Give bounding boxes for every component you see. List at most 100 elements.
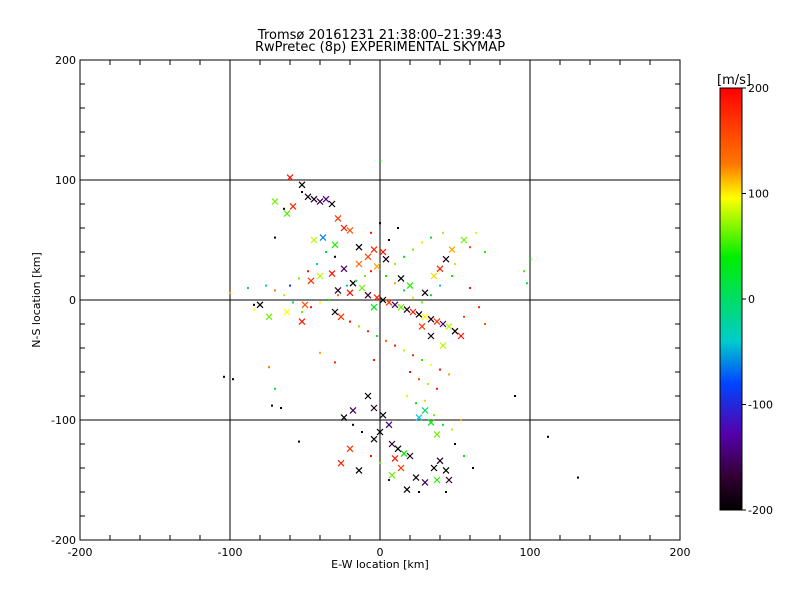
y-tick-label: 0 xyxy=(69,294,76,307)
dot-marker xyxy=(577,476,579,479)
dot-marker xyxy=(430,363,432,366)
cross-marker xyxy=(418,322,426,330)
cross-marker xyxy=(307,277,315,285)
cross-marker xyxy=(283,308,291,316)
dot-marker xyxy=(430,294,432,297)
dot-marker xyxy=(373,359,375,361)
dot-marker xyxy=(514,395,516,397)
dot-marker xyxy=(385,275,387,277)
dot-marker xyxy=(529,258,531,261)
dot-marker xyxy=(370,455,372,457)
dot-marker xyxy=(319,351,321,354)
dot-marker xyxy=(349,320,351,323)
cross-marker xyxy=(421,313,429,321)
cross-marker xyxy=(271,198,279,206)
dot-marker xyxy=(421,301,423,304)
cross-marker xyxy=(379,296,387,304)
cross-marker xyxy=(430,272,438,280)
cross-marker xyxy=(388,440,396,448)
dot-marker xyxy=(229,291,231,294)
cross-marker xyxy=(445,322,453,330)
dot-marker xyxy=(370,270,372,273)
x-tick-label: 100 xyxy=(520,546,541,559)
dot-marker xyxy=(394,263,396,265)
dot-marker xyxy=(469,287,471,289)
data-markers xyxy=(223,159,579,494)
dot-marker xyxy=(334,361,336,364)
cross-marker xyxy=(442,255,450,263)
cross-marker xyxy=(460,236,468,244)
cross-marker xyxy=(397,303,405,311)
cross-marker xyxy=(298,318,306,326)
cross-marker xyxy=(370,246,378,254)
cross-marker xyxy=(331,241,339,249)
dot-marker xyxy=(442,231,444,234)
colorbar: [m/s] 200 100 0 -100 -200 xyxy=(717,73,773,517)
dot-marker xyxy=(301,311,303,313)
cross-marker xyxy=(427,418,435,426)
dot-marker xyxy=(409,371,411,373)
dot-marker xyxy=(418,491,420,493)
dot-marker xyxy=(367,330,369,333)
dot-marker xyxy=(328,299,330,301)
cross-marker xyxy=(385,421,393,429)
dot-marker xyxy=(412,354,414,357)
cross-marker xyxy=(370,404,378,412)
dot-marker xyxy=(439,284,441,287)
dot-marker xyxy=(253,308,255,311)
cross-marker xyxy=(310,236,318,244)
y-axis-label: N-S location [km] xyxy=(30,252,43,348)
cross-marker xyxy=(442,466,450,474)
dot-marker xyxy=(439,368,441,371)
dot-marker xyxy=(298,277,300,280)
cross-marker xyxy=(349,406,357,414)
dot-marker xyxy=(451,275,453,277)
x-tick-label: 200 xyxy=(670,546,691,559)
cross-marker xyxy=(403,306,411,314)
cross-marker xyxy=(340,414,348,422)
colorbar-label: [m/s] xyxy=(717,73,751,88)
cross-marker xyxy=(385,298,393,306)
cross-marker xyxy=(433,430,441,438)
x-tick-label: -100 xyxy=(218,546,243,559)
cross-marker xyxy=(400,450,408,458)
dot-marker xyxy=(454,263,456,265)
dot-marker xyxy=(274,289,276,292)
cross-marker xyxy=(358,284,366,292)
cross-marker xyxy=(334,286,342,294)
cross-marker xyxy=(430,464,438,472)
dot-marker xyxy=(436,387,438,390)
cross-marker xyxy=(346,289,354,297)
cross-marker xyxy=(379,411,387,419)
cross-marker xyxy=(439,342,447,350)
cross-marker xyxy=(328,270,336,278)
dot-marker xyxy=(475,231,477,234)
cross-marker xyxy=(256,301,264,309)
cross-marker xyxy=(421,289,429,297)
dot-marker xyxy=(253,303,255,306)
dot-marker xyxy=(415,402,417,405)
cross-marker xyxy=(391,301,399,309)
cross-marker xyxy=(379,248,387,256)
cross-marker xyxy=(415,310,423,318)
colorbar-gradient xyxy=(720,88,742,510)
dot-marker xyxy=(448,373,450,376)
cross-marker xyxy=(355,466,363,474)
cross-marker xyxy=(421,406,429,414)
cross-marker xyxy=(439,320,447,328)
dot-marker xyxy=(397,227,399,229)
axis-ticks: -200 -100 0 100 200 -200 -100 0 100 200 xyxy=(51,54,690,559)
cross-marker xyxy=(319,234,327,242)
dot-marker xyxy=(355,279,357,282)
dot-marker xyxy=(526,282,528,285)
dot-marker xyxy=(283,207,285,210)
dot-marker xyxy=(430,236,432,239)
dot-marker xyxy=(421,359,423,361)
cross-marker xyxy=(304,193,312,201)
dot-marker xyxy=(406,395,408,397)
dot-marker xyxy=(412,296,414,299)
colorbar-tick-label: 0 xyxy=(748,293,755,306)
dot-marker xyxy=(325,251,327,253)
dot-marker xyxy=(379,462,381,465)
